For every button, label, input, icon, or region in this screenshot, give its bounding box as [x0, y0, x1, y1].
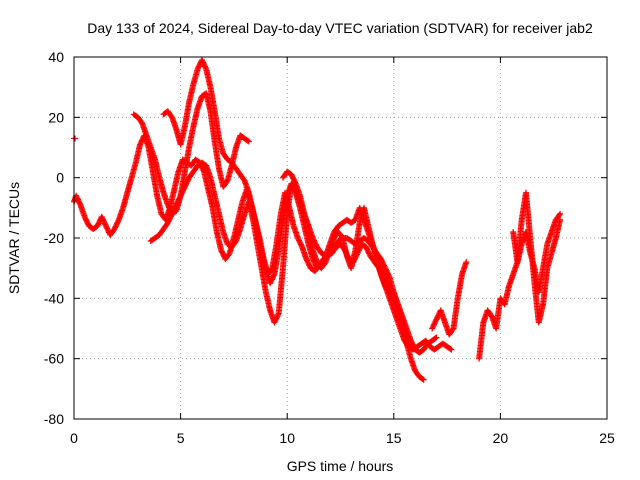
y-tick-label: -60 — [44, 351, 64, 367]
data-point — [200, 167, 207, 174]
series-track-g — [510, 189, 564, 326]
x-tick-label: 15 — [386, 430, 402, 446]
y-tick-label: -20 — [44, 230, 64, 246]
data-point — [556, 212, 563, 219]
x-tick-label: 5 — [177, 430, 185, 446]
data-point — [557, 216, 564, 223]
data-point — [448, 346, 455, 353]
x-tick-label: 25 — [599, 430, 615, 446]
series-track-h — [71, 135, 79, 142]
data-point — [245, 138, 252, 145]
data-point — [433, 334, 440, 341]
series-track-e — [279, 168, 419, 353]
y-tick-label: -80 — [44, 411, 64, 427]
y-tick-label: 40 — [48, 49, 64, 65]
data-point — [72, 135, 79, 142]
data-point — [447, 345, 454, 352]
data-point — [420, 376, 427, 383]
x-tick-label: 20 — [493, 430, 509, 446]
data-point — [292, 179, 299, 186]
chart-title: Day 133 of 2024, Sidereal Day-to-day VTE… — [87, 20, 593, 36]
series-track-a — [71, 132, 455, 353]
x-tick-label: 10 — [279, 430, 295, 446]
data-point — [202, 64, 209, 71]
data-point — [275, 311, 282, 318]
data-point — [270, 272, 277, 279]
series-track-f — [429, 210, 564, 362]
y-tick-label: -40 — [44, 290, 64, 306]
data-point — [432, 335, 439, 342]
data-point — [244, 137, 251, 144]
y-tick-label: 0 — [56, 170, 64, 186]
x-axis-label: GPS time / hours — [287, 458, 394, 474]
data-point — [449, 326, 456, 333]
data-point — [411, 345, 418, 352]
data-points — [71, 57, 564, 383]
data-point — [76, 200, 83, 207]
data-point — [298, 242, 305, 249]
y-tick-label: 20 — [48, 109, 64, 125]
axis-ticks: 0 5 10 15 20 25 -80 -60 -40 -20 0 20 40 — [44, 49, 615, 446]
y-axis-label: SDTVAR / TECUs — [6, 182, 22, 294]
data-point — [412, 346, 419, 353]
data-point — [115, 218, 122, 225]
grid — [74, 57, 607, 419]
data-point — [463, 259, 470, 266]
x-tick-label: 0 — [70, 430, 78, 446]
data-point — [394, 303, 401, 310]
series-track-b — [130, 90, 252, 217]
data-point — [557, 210, 564, 217]
data-point — [419, 376, 426, 383]
